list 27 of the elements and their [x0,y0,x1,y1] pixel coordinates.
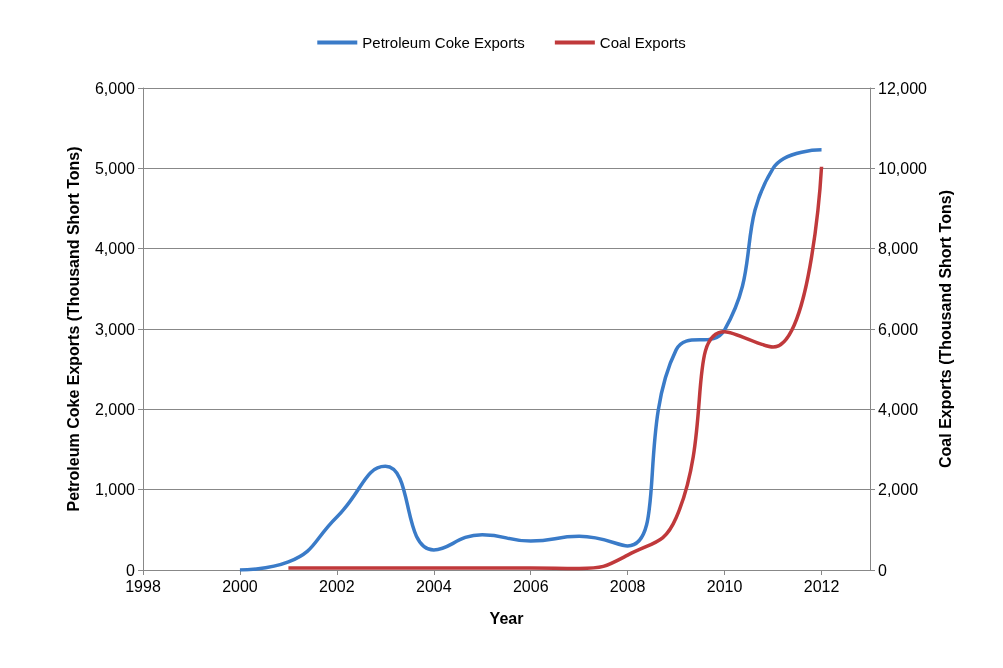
x-tick-label: 2000 [222,577,258,595]
y-tick-label: 5,000 [94,159,136,177]
legend-label: Petroleum Coke Exports [362,34,525,51]
y2-tick-label: 8,000 [878,240,919,258]
y2-tick-label: 10,000 [878,159,928,177]
y-tick-label: 2,000 [94,400,136,418]
x-tick-label: 2002 [319,577,355,595]
y2-tick-label: 2,000 [878,481,919,499]
y-tick-label: 4,000 [94,240,136,258]
y-axis-title: Petroleum Coke Exports (Thousand Short Tons) [64,146,82,512]
x-tick-label: 2008 [609,577,646,595]
y2-tick-label: 6,000 [878,320,919,338]
y2-tick-label: 0 [878,561,887,579]
y-tick-label: 3,000 [94,320,136,338]
y-tick-label: 1,000 [94,481,136,499]
x-tick-label: 2010 [706,577,743,595]
y2-tick-label: 12,000 [878,79,928,97]
y-tick-label: 0 [126,561,136,579]
y2-tick-label: 4,000 [878,400,919,418]
y-tick-label: 6,000 [94,79,136,97]
x-tick-label: 2006 [512,577,549,595]
y2-axis-title: Coal Exports (Thousand Short Tons) [937,190,955,468]
legend-label: Coal Exports [599,34,686,51]
x-tick-label: 2012 [803,577,840,595]
x-tick-label: 2004 [416,577,452,595]
x-axis-title: Year [489,609,524,627]
x-tick-label: 1998 [125,577,161,595]
